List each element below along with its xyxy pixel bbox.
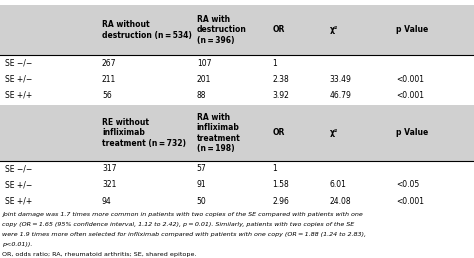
Text: 24.08: 24.08 — [329, 197, 351, 206]
Text: 50: 50 — [197, 197, 207, 206]
Text: were 1.9 times more often selected for infliximab compared with patients with on: were 1.9 times more often selected for i… — [2, 232, 366, 237]
Text: <0.001: <0.001 — [396, 197, 424, 206]
Text: 2.96: 2.96 — [273, 197, 290, 206]
Text: SE +/−: SE +/− — [5, 75, 32, 84]
Text: 267: 267 — [102, 59, 117, 68]
Text: 94: 94 — [102, 197, 112, 206]
Text: 321: 321 — [102, 181, 116, 189]
Text: RA without
destruction (n = 534): RA without destruction (n = 534) — [102, 20, 192, 40]
Text: 56: 56 — [102, 91, 112, 100]
Text: RA with
infliximab
treatment
(n = 198): RA with infliximab treatment (n = 198) — [197, 113, 240, 153]
Text: RA with
destruction
(n = 396): RA with destruction (n = 396) — [197, 15, 246, 45]
Text: Joint damage was 1.7 times more common in patients with two copies of the SE com: Joint damage was 1.7 times more common i… — [2, 212, 363, 216]
Text: <0.001: <0.001 — [396, 75, 424, 84]
Text: 6.01: 6.01 — [329, 181, 346, 189]
Text: <0.05: <0.05 — [396, 181, 419, 189]
Text: 211: 211 — [102, 75, 116, 84]
Bar — [0, 105, 474, 161]
Text: OR, odds ratio; RA, rheumatoid arthritis; SE, shared epitope.: OR, odds ratio; RA, rheumatoid arthritis… — [2, 252, 197, 257]
Text: SE −/−: SE −/− — [5, 59, 32, 68]
Text: OR: OR — [273, 128, 285, 137]
Text: 91: 91 — [197, 181, 206, 189]
Text: 317: 317 — [102, 164, 117, 173]
Text: OR: OR — [273, 26, 285, 35]
Text: 33.49: 33.49 — [329, 75, 351, 84]
Text: 2.38: 2.38 — [273, 75, 289, 84]
Text: p Value: p Value — [396, 128, 428, 137]
Text: 88: 88 — [197, 91, 206, 100]
Text: χ²: χ² — [329, 26, 338, 35]
Text: χ²: χ² — [329, 128, 338, 137]
Text: SE −/−: SE −/− — [5, 164, 32, 173]
Text: SE +/+: SE +/+ — [5, 91, 32, 100]
Text: p<0.01)).: p<0.01)). — [2, 242, 33, 247]
Text: p Value: p Value — [396, 26, 428, 35]
Text: 1: 1 — [273, 59, 277, 68]
Text: 107: 107 — [197, 59, 211, 68]
Text: 46.79: 46.79 — [329, 91, 351, 100]
Text: SE +/+: SE +/+ — [5, 197, 32, 206]
Text: <0.001: <0.001 — [396, 91, 424, 100]
Text: RE without
infliximab
treatment (n = 732): RE without infliximab treatment (n = 732… — [102, 118, 186, 148]
Bar — [0, 5, 474, 55]
Text: copy (OR = 1.65 (95% confidence interval, 1.12 to 2.42), p = 0.01). Similarly, p: copy (OR = 1.65 (95% confidence interval… — [2, 222, 355, 227]
Text: 1.58: 1.58 — [273, 181, 289, 189]
Text: 57: 57 — [197, 164, 207, 173]
Text: 3.92: 3.92 — [273, 91, 290, 100]
Text: 201: 201 — [197, 75, 211, 84]
Text: 1: 1 — [273, 164, 277, 173]
Text: SE +/−: SE +/− — [5, 181, 32, 189]
